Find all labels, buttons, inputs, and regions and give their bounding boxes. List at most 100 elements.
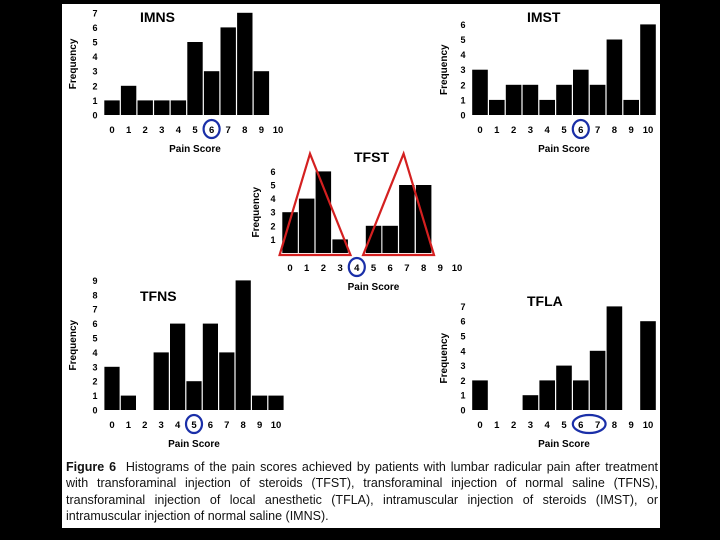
tfst-ytick-label: 6	[270, 167, 275, 177]
imst-bar-5	[556, 84, 572, 115]
imst-ytick-label: 2	[460, 80, 465, 90]
tfns-xtick-label: 9	[257, 420, 262, 431]
imst-xtick-label: 8	[612, 125, 617, 136]
tfns-bar-0	[104, 366, 120, 410]
tfns-xtick-label: 3	[159, 420, 164, 431]
imns-ytick-label: 1	[92, 96, 97, 106]
tfns-bar-1	[120, 395, 136, 410]
tfla-xtick-label: 2	[511, 420, 516, 431]
tfst-xtick-label: 5	[371, 263, 377, 274]
imst-bar-10	[640, 24, 656, 115]
tfst-xtick-label: 0	[287, 263, 292, 274]
tfla-xtick-label: 9	[629, 420, 634, 431]
tfla-ylabel: Frequency	[439, 332, 450, 383]
tfla-xtick-label: 4	[545, 420, 551, 431]
tfns-xtick-label: 5	[191, 420, 197, 431]
tfla-xtick-label: 6	[578, 420, 583, 431]
tfst-right-triangle	[361, 150, 436, 257]
imst-xtick-label: 9	[629, 125, 634, 136]
tfst-xtick-label: 9	[438, 263, 443, 274]
tfns-xtick-label: 10	[271, 420, 282, 431]
imst-xlabel: Pain Score	[538, 144, 590, 155]
imns-xtick-label: 8	[242, 125, 247, 136]
tfns-bar-6	[202, 323, 218, 410]
tfns-ytick-label: 9	[92, 276, 97, 286]
tfst-xtick-label: 6	[388, 263, 393, 274]
tfst-xtick-label: 3	[337, 263, 342, 274]
imst-bar-9	[623, 99, 639, 115]
tfla-bar-7	[589, 350, 606, 410]
tfla-ytick-label: 5	[460, 332, 465, 342]
tfst-ytick-label: 3	[270, 208, 275, 218]
imns-xtick-label: 0	[109, 125, 114, 136]
tfns-ytick-label: 3	[92, 362, 97, 372]
tfns-ytick-label: 5	[92, 334, 97, 344]
tfla-ytick-label: 4	[460, 346, 465, 356]
tfla-xlabel: Pain Score	[538, 439, 590, 450]
tfst-xtick-label: 2	[321, 263, 326, 274]
imst-ytick-label: 0	[460, 111, 465, 121]
imns-xtick-label: 3	[159, 125, 164, 136]
tfla-xtick-label: 5	[561, 420, 567, 431]
tfns-ytick-label: 2	[92, 377, 97, 387]
imns-xtick-label: 5	[192, 125, 198, 136]
imns-bar-1	[120, 85, 137, 115]
caption-text: Histograms of the pain scores achieved b…	[66, 460, 658, 524]
imst-ytick-label: 4	[460, 50, 465, 60]
tfns-bar-5	[186, 381, 202, 410]
tfns-xtick-label: 8	[241, 420, 246, 431]
tfns-bar-9	[252, 395, 268, 410]
imst-highlight-circle	[571, 118, 590, 140]
imst-xtick-label: 5	[561, 125, 567, 136]
tfla-xtick-label: 10	[643, 420, 654, 431]
imns-xlabel: Pain Score	[169, 144, 221, 155]
tfns-xlabel: Pain Score	[168, 439, 220, 450]
imns-bar-2	[137, 100, 153, 115]
imst-title: IMST	[527, 9, 561, 25]
tfst-bar-3	[332, 239, 348, 253]
imst-bar-6	[573, 69, 589, 115]
imns-ytick-label: 6	[92, 23, 97, 33]
tfns-bar-4	[170, 323, 186, 410]
tfst-ytick-label: 4	[270, 194, 275, 204]
tfla-ytick-label: 2	[460, 376, 465, 386]
imns-xtick-label: 6	[209, 125, 214, 136]
tfst-bar-0	[282, 212, 298, 253]
tfns-ytick-label: 1	[92, 391, 97, 401]
imns-bar-7	[220, 27, 236, 115]
figure-caption: Figure 6 Histograms of the pain scores a…	[66, 459, 658, 525]
tfns-ytick-label: 0	[92, 406, 97, 416]
tfla-bar-4	[539, 380, 555, 410]
imst-bar-7	[589, 84, 606, 115]
imst-xtick-label: 7	[595, 125, 600, 136]
tfst-bar-5	[365, 225, 382, 253]
imns-ytick-label: 2	[92, 81, 97, 91]
tfns-xtick-label: 6	[208, 420, 213, 431]
imst-xtick-label: 3	[528, 125, 533, 136]
tfst-xlabel: Pain Score	[348, 282, 400, 293]
imns-xtick-label: 7	[226, 125, 231, 136]
tfla-bar-8	[606, 306, 623, 410]
tfst-bar-6	[382, 225, 398, 253]
imst-bar-0	[472, 69, 488, 115]
tfla-bar-3	[522, 395, 539, 410]
tfla-bar-5	[556, 365, 572, 410]
tfst-title: TFST	[354, 149, 389, 165]
imst-xtick-label: 0	[477, 125, 482, 136]
imst-bar-2	[505, 84, 522, 115]
tfst-left-triangle	[278, 150, 353, 257]
imns-xtick-label: 10	[273, 125, 284, 136]
imns-xtick-label: 2	[143, 125, 148, 136]
caption-label: Figure 6	[66, 460, 117, 474]
tfla-xtick-label: 1	[494, 420, 500, 431]
imns-ytick-label: 3	[92, 67, 97, 77]
imns-ytick-label: 4	[92, 52, 97, 62]
imns-ytick-label: 5	[92, 38, 97, 48]
imns-xtick-label: 1	[126, 125, 132, 136]
tfla-ytick-label: 0	[460, 406, 465, 416]
imst-xtick-label: 10	[643, 125, 654, 136]
imns-bar-3	[154, 100, 170, 115]
tfns-xtick-label: 4	[175, 420, 181, 431]
tfns-ylabel: Frequency	[68, 319, 79, 370]
